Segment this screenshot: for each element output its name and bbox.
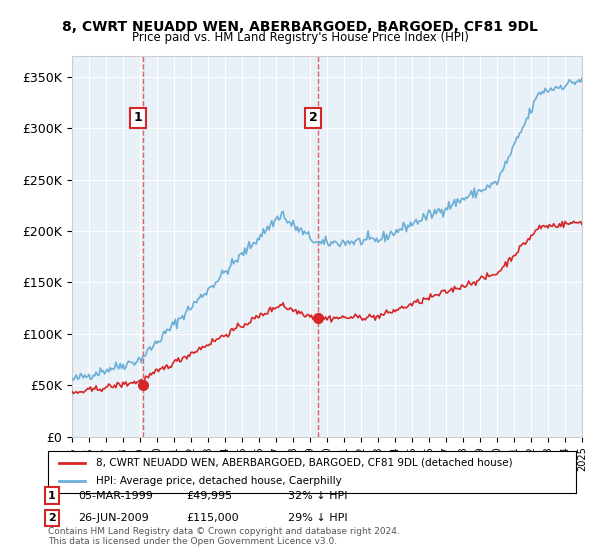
- Text: 32% ↓ HPI: 32% ↓ HPI: [288, 491, 347, 501]
- Text: 8, CWRT NEUADD WEN, ABERBARGOED, BARGOED, CF81 9DL: 8, CWRT NEUADD WEN, ABERBARGOED, BARGOED…: [62, 20, 538, 34]
- Text: 8, CWRT NEUADD WEN, ABERBARGOED, BARGOED, CF81 9DL (detached house): 8, CWRT NEUADD WEN, ABERBARGOED, BARGOED…: [95, 458, 512, 468]
- Text: 29% ↓ HPI: 29% ↓ HPI: [288, 513, 347, 523]
- Text: HPI: Average price, detached house, Caerphilly: HPI: Average price, detached house, Caer…: [95, 476, 341, 486]
- Text: 26-JUN-2009: 26-JUN-2009: [78, 513, 149, 523]
- Text: 2: 2: [48, 513, 56, 523]
- Text: Contains HM Land Registry data © Crown copyright and database right 2024.
This d: Contains HM Land Registry data © Crown c…: [48, 526, 400, 546]
- Text: 2: 2: [308, 111, 317, 124]
- Text: 05-MAR-1999: 05-MAR-1999: [78, 491, 153, 501]
- Text: Price paid vs. HM Land Registry's House Price Index (HPI): Price paid vs. HM Land Registry's House …: [131, 31, 469, 44]
- Text: 1: 1: [133, 111, 142, 124]
- Text: £49,995: £49,995: [186, 491, 232, 501]
- Text: £115,000: £115,000: [186, 513, 239, 523]
- Text: 1: 1: [48, 491, 56, 501]
